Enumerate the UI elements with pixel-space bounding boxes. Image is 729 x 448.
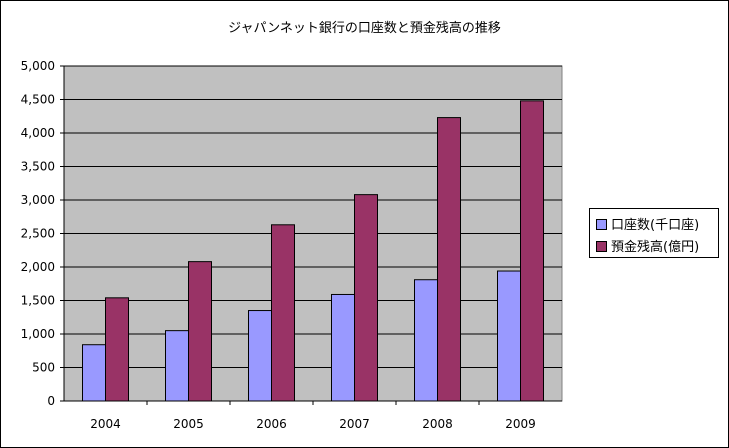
bar-deposits [105, 297, 129, 402]
bar-deposits [271, 224, 295, 402]
x-tick-label: 2004 [90, 417, 121, 431]
legend-item-accounts: 口座数(千口座) [596, 214, 699, 233]
legend: 口座数(千口座) 預金残高(億円) [589, 208, 719, 258]
bar-deposits [354, 194, 378, 402]
bar-accounts [165, 330, 189, 402]
y-tick-label: 5,000 [21, 59, 55, 73]
legend-swatch-accounts [596, 219, 607, 230]
y-tick-label: 4,500 [21, 93, 55, 107]
y-tick-label: 2,000 [21, 260, 55, 274]
y-tick-label: 500 [32, 361, 55, 375]
bar-accounts [497, 270, 521, 402]
x-tick-label: 2009 [505, 417, 536, 431]
chart-title: ジャパンネット銀行の口座数と預金残高の推移 [228, 21, 501, 36]
bar-accounts [248, 310, 272, 402]
y-tick-label: 3,000 [21, 193, 55, 207]
bar-deposits [520, 100, 544, 402]
legend-item-deposits: 預金残高(億円) [596, 236, 699, 255]
legend-swatch-deposits [596, 241, 607, 252]
legend-label-accounts: 口座数(千口座) [611, 218, 700, 233]
x-tick-label: 2008 [422, 417, 453, 431]
legend-label-deposits: 預金残高(億円) [611, 240, 700, 255]
bar-deposits [188, 261, 212, 402]
x-tick-label: 2006 [256, 417, 287, 431]
y-tick-label: 1,500 [21, 294, 55, 308]
bar-deposits [437, 117, 461, 402]
y-tick-label: 1,000 [21, 327, 55, 341]
y-tick-label: 0 [47, 394, 55, 408]
x-tick-label: 2005 [173, 417, 204, 431]
x-tick-label: 2007 [339, 417, 370, 431]
y-tick-label: 4,000 [21, 126, 55, 140]
bar-accounts [82, 344, 106, 402]
y-tick-label: 3,500 [21, 160, 55, 174]
bar-accounts [331, 293, 355, 402]
y-tick-label: 2,500 [21, 227, 55, 241]
bar-accounts [414, 279, 438, 402]
